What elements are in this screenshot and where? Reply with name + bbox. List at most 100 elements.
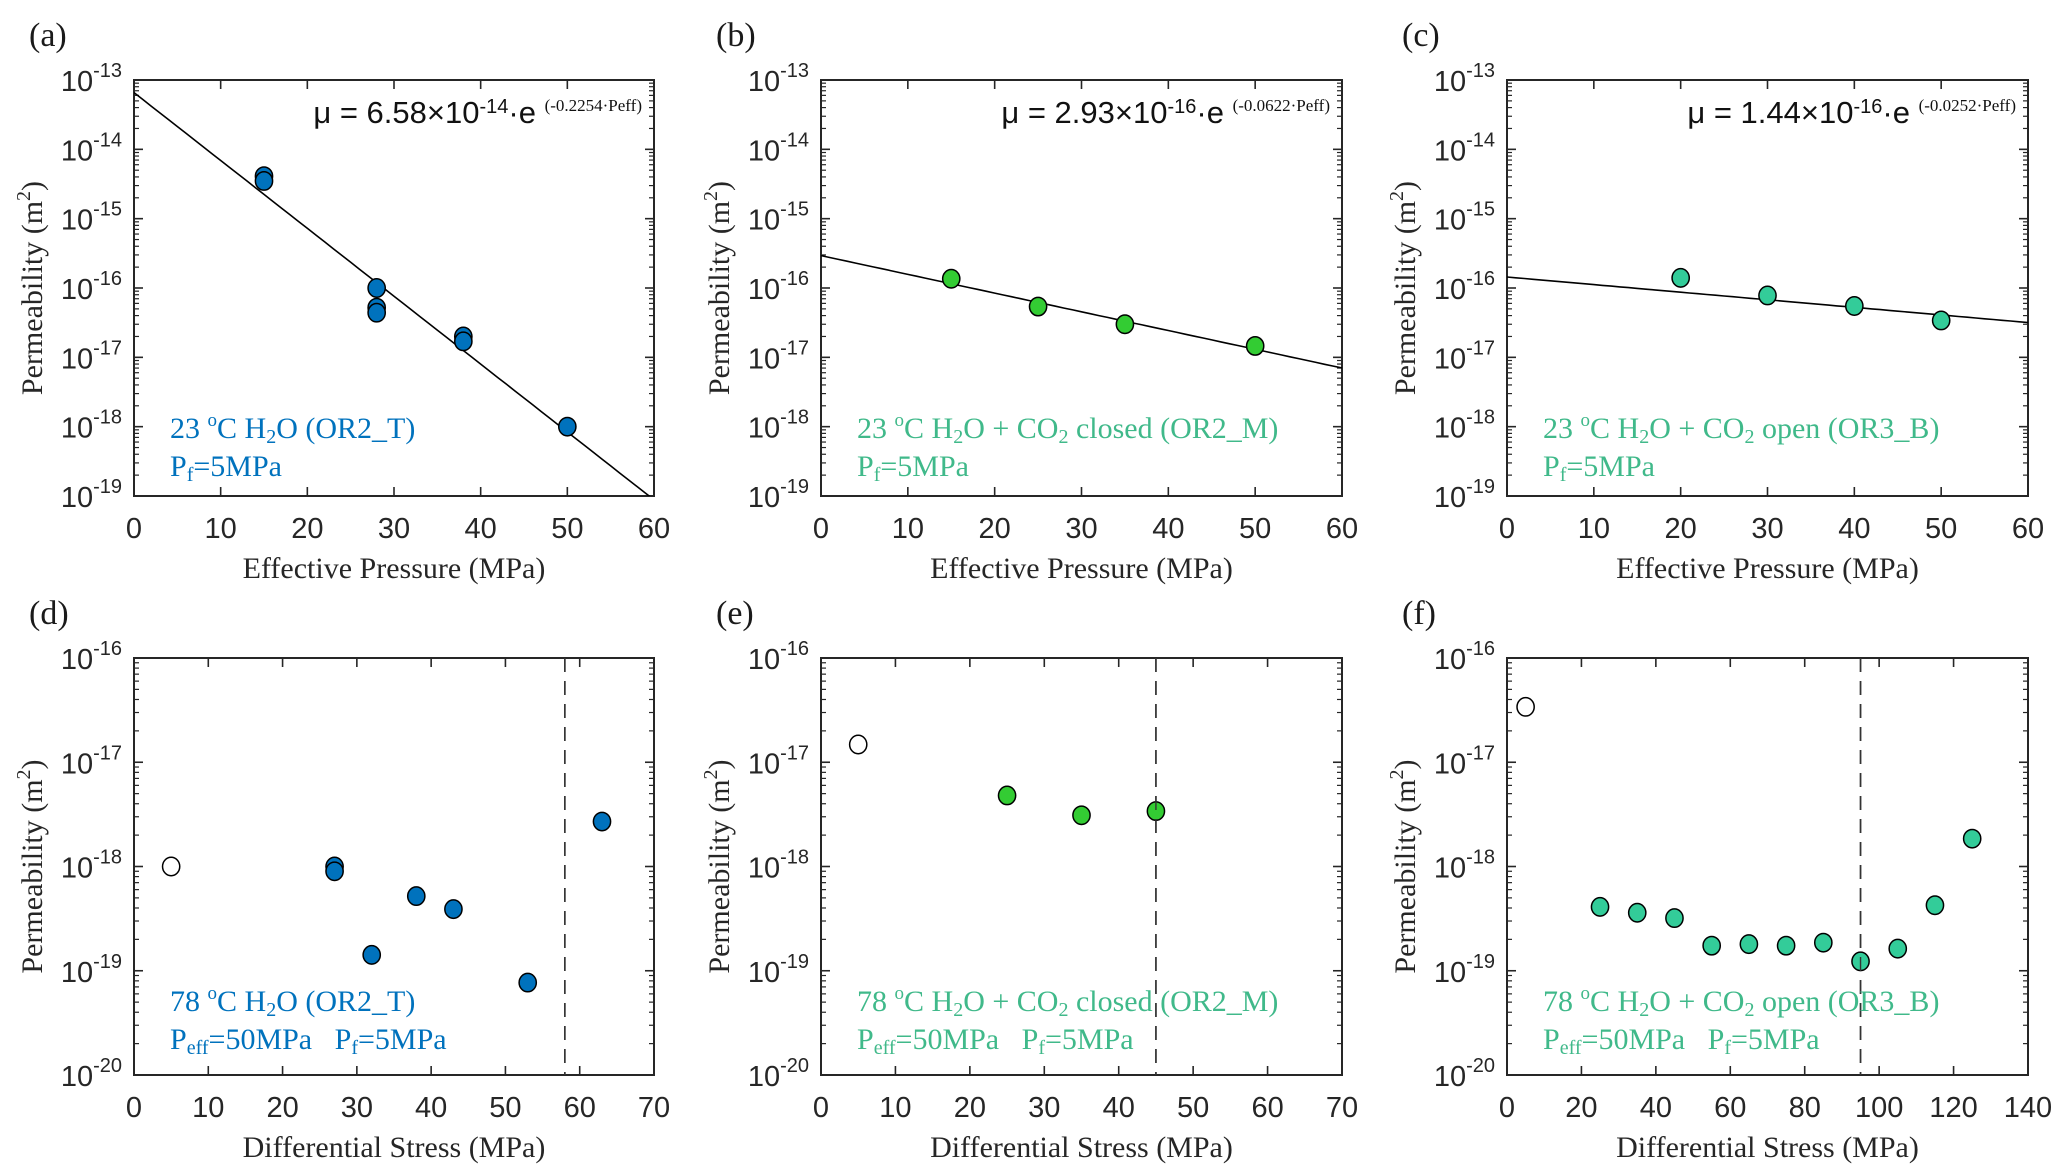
- y-tick-exponent: -20: [93, 1055, 122, 1077]
- x-tick-label: 140: [2004, 1092, 2052, 1124]
- y-tick-label: 10-16: [1434, 268, 1495, 306]
- y-tick-label: 10-18: [61, 407, 122, 445]
- y-tick-exponent: -18: [780, 847, 809, 869]
- subscript: 2: [266, 426, 276, 448]
- pressure-symbol: P: [1543, 1023, 1560, 1056]
- y-tick-base: 10: [748, 66, 780, 98]
- pressure-symbol: P: [1543, 450, 1560, 483]
- subscript: 2: [1058, 999, 1068, 1021]
- pressure-subscript: f: [351, 1037, 358, 1059]
- pressure-symbol: P: [999, 1023, 1038, 1056]
- plot-area: [1516, 658, 1982, 1075]
- x-tick-label: 20: [954, 1092, 986, 1124]
- data-point: [1925, 895, 1945, 916]
- condition-temp: 78: [857, 985, 895, 1018]
- x-tick-label: 0: [813, 1092, 829, 1124]
- y-tick-label: 10-17: [1434, 742, 1495, 780]
- x-tick-label: 60: [2012, 513, 2044, 545]
- panel-label: (a): [29, 17, 67, 54]
- y-tick-exponent: -16: [1466, 268, 1495, 290]
- open-data-point: [848, 734, 868, 755]
- y-tick-label: 10-16: [61, 268, 122, 306]
- plot-area: [161, 658, 612, 1075]
- y-axis-label: Permeability (m2): [13, 759, 49, 973]
- data-point: [1739, 934, 1759, 955]
- x-tick-label: 40: [1152, 513, 1184, 545]
- y-tick-base: 10: [61, 957, 93, 989]
- y-tick-base: 10: [61, 274, 93, 306]
- condition-text: open (OR3_B): [1754, 412, 1939, 445]
- y-tick-exponent: -17: [1466, 337, 1495, 359]
- open-data-point: [1516, 696, 1535, 717]
- pressure-value: =50MPa: [896, 1023, 1000, 1056]
- x-tick-label: 50: [551, 513, 583, 545]
- y-label-superscript: 2: [700, 769, 722, 779]
- panel-label: (c): [1402, 17, 1440, 54]
- y-tick-exponent: -18: [1466, 407, 1495, 429]
- pressure-symbol: P: [857, 450, 874, 483]
- data-point: [1072, 805, 1091, 826]
- equation-lhs: μ = 2.93×10: [1001, 95, 1167, 130]
- equation-power-sub: eff: [618, 96, 637, 115]
- y-tick-label: 10-13: [748, 60, 809, 98]
- y-tick-base: 10: [1434, 343, 1466, 375]
- y-tick-base: 10: [748, 205, 780, 237]
- equation-power: (-0.0622·P: [1233, 96, 1306, 115]
- y-tick-base: 10: [61, 135, 93, 167]
- y-tick-label: 10-20: [61, 1055, 122, 1093]
- y-tick-exponent: -16: [1466, 638, 1495, 660]
- x-tick-label: 70: [638, 1092, 670, 1124]
- y-tick-label: 10-20: [1434, 1055, 1495, 1093]
- y-tick-label: 10-18: [61, 847, 122, 885]
- pressure-value: =5MPa: [358, 1023, 447, 1056]
- y-tick-exponent: -17: [93, 337, 122, 359]
- y-axis-label: Permeability (m2): [1386, 759, 1422, 973]
- y-tick-exponent: -17: [780, 742, 809, 764]
- condition-text: C H: [217, 985, 266, 1018]
- data-point: [362, 944, 382, 965]
- pressure-label: Pf=5MPa: [170, 450, 282, 486]
- data-point: [1888, 938, 1908, 959]
- x-axis-label: Effective Pressure (MPa): [243, 552, 546, 585]
- panel-label: (f): [1402, 595, 1436, 632]
- y-tick-base: 10: [748, 343, 780, 375]
- y-tick-label: 10-17: [61, 337, 122, 375]
- y-tick-exponent: -17: [93, 742, 122, 764]
- plot-area: [134, 91, 651, 496]
- condition-text: C H: [904, 985, 953, 1018]
- y-tick-base: 10: [1434, 135, 1466, 167]
- data-point: [1776, 935, 1796, 956]
- x-axis-label: Effective Pressure (MPa): [930, 552, 1233, 585]
- y-label-superscript: 2: [700, 191, 722, 201]
- x-tick-label: 30: [341, 1092, 373, 1124]
- axes-box: [1506, 79, 2029, 497]
- x-tick-label: 0: [126, 513, 142, 545]
- data-point: [592, 811, 612, 832]
- y-label-close: ): [1389, 181, 1422, 191]
- x-tick-label: 0: [126, 1092, 142, 1124]
- degree-symbol: o: [895, 410, 905, 431]
- plot-area: [848, 658, 1166, 1075]
- y-label-text: Permeability (m: [703, 201, 736, 395]
- y-tick-label: 10-18: [748, 407, 809, 445]
- data-point: [941, 268, 961, 289]
- pressure-label: Pf=5MPa: [1543, 450, 1655, 486]
- degree-symbol: o: [208, 410, 218, 431]
- y-tick-base: 10: [61, 748, 93, 780]
- y-tick-base: 10: [61, 853, 93, 885]
- panel-label: (d): [29, 595, 69, 632]
- data-point: [1665, 908, 1684, 929]
- plot-area: [821, 254, 1342, 369]
- x-axis-label: Effective Pressure (MPa): [1616, 552, 1919, 585]
- x-axis-label: Differential Stress (MPa): [1616, 1131, 1919, 1164]
- pressure-label: Peff=50MPa Pf=5MPa: [857, 1023, 1134, 1059]
- pressure-value: =50MPa: [209, 1023, 313, 1056]
- data-point: [1931, 310, 1951, 331]
- x-tick-label: 40: [465, 513, 497, 545]
- x-axis-label: Differential Stress (MPa): [930, 1131, 1233, 1164]
- y-label-close: ): [1389, 759, 1422, 769]
- y-label-close: ): [703, 759, 736, 769]
